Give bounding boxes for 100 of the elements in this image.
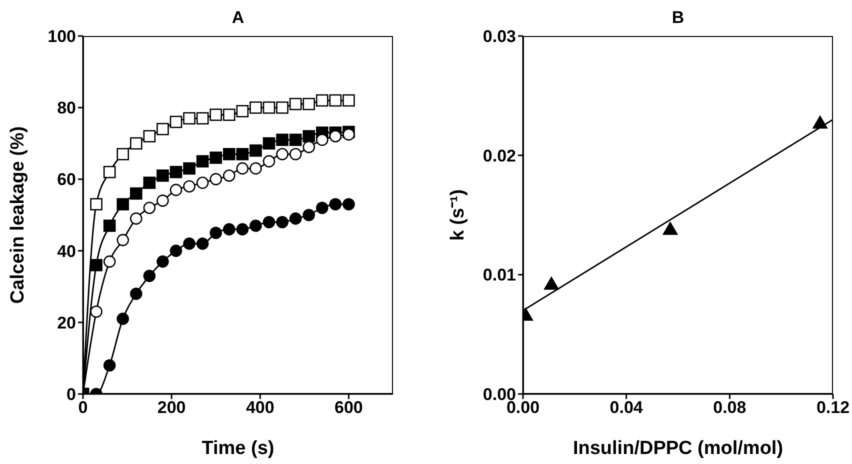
point [130, 212, 142, 225]
point [210, 108, 222, 121]
point [116, 148, 130, 160]
point [156, 255, 169, 268]
point [116, 312, 130, 325]
point [289, 134, 302, 146]
point [236, 223, 249, 236]
point [222, 148, 236, 160]
y-tick-label: 0 [66, 385, 76, 404]
point [170, 166, 182, 178]
point [289, 148, 302, 160]
point [250, 162, 262, 175]
point [103, 359, 116, 372]
point [183, 162, 196, 175]
point [276, 134, 288, 146]
point [812, 116, 828, 129]
y-axis-title: k (s⁻¹) [448, 189, 469, 241]
x-axis-title: Insulin/DPPC (mol/mol) [572, 438, 784, 459]
point [170, 184, 182, 196]
x-tick-label: 600 [334, 398, 363, 418]
point [222, 223, 236, 236]
point [289, 98, 302, 110]
point [342, 198, 355, 210]
x-axis-title: Time (s) [202, 438, 274, 459]
point [210, 152, 222, 164]
y-tick-label: 80 [57, 98, 76, 118]
x-tick-label: 200 [157, 398, 186, 418]
point [130, 288, 142, 300]
point [156, 194, 169, 207]
point [183, 180, 196, 193]
y-tick-label: 0.02 [482, 146, 516, 166]
point [210, 226, 222, 240]
x-tick-label: 0.08 [713, 398, 746, 418]
point [90, 198, 102, 210]
point [316, 134, 328, 146]
point [316, 202, 328, 214]
point [222, 169, 236, 182]
point [183, 112, 196, 124]
point [183, 237, 196, 250]
point [130, 187, 142, 200]
point [116, 234, 130, 246]
y-tick-label: 20 [57, 313, 76, 332]
point [116, 198, 130, 210]
point [262, 216, 276, 228]
x-tick-label: 0.04 [610, 398, 644, 418]
point [236, 105, 249, 118]
point [342, 128, 355, 141]
point [302, 208, 316, 222]
point [170, 244, 182, 257]
point [90, 258, 102, 272]
point [302, 98, 316, 110]
point [544, 276, 559, 290]
point [170, 116, 182, 128]
y-tick-label: 40 [57, 242, 76, 261]
point [662, 222, 678, 235]
point [143, 130, 156, 142]
x-tick-label: 0 [78, 398, 88, 418]
point [329, 130, 342, 142]
point [342, 94, 355, 107]
point [329, 94, 342, 107]
point [250, 101, 262, 114]
point [222, 108, 236, 121]
point [143, 270, 156, 282]
y-tick-label: 0.03 [482, 27, 516, 46]
point [143, 176, 156, 189]
y-tick-label: 60 [57, 170, 76, 190]
chart-title: B [670, 8, 686, 28]
point [156, 122, 169, 136]
point [236, 162, 249, 175]
point [103, 220, 116, 232]
point [130, 137, 142, 150]
x-tick-label: 400 [246, 398, 274, 418]
point [196, 237, 209, 250]
point [302, 140, 316, 154]
point [289, 212, 302, 225]
point [210, 173, 222, 186]
y-tick-label: 0.01 [482, 266, 516, 285]
point [143, 202, 156, 214]
point [250, 144, 262, 157]
point [262, 137, 276, 150]
point [236, 148, 249, 160]
point [262, 155, 276, 168]
point [196, 155, 209, 168]
point [156, 169, 169, 182]
point [276, 101, 288, 114]
point [329, 198, 342, 210]
point [262, 101, 276, 114]
y-axis-title: Calcein leakage (%) [8, 126, 29, 304]
point [103, 255, 116, 268]
point [276, 216, 288, 228]
point [196, 176, 209, 189]
point [302, 130, 316, 142]
point [196, 112, 209, 124]
chart-title: A [230, 8, 246, 28]
point [276, 148, 288, 160]
point [316, 94, 328, 107]
point [90, 306, 102, 318]
point [250, 220, 262, 232]
x-tick-label: 0.12 [816, 398, 850, 418]
point [103, 166, 116, 178]
